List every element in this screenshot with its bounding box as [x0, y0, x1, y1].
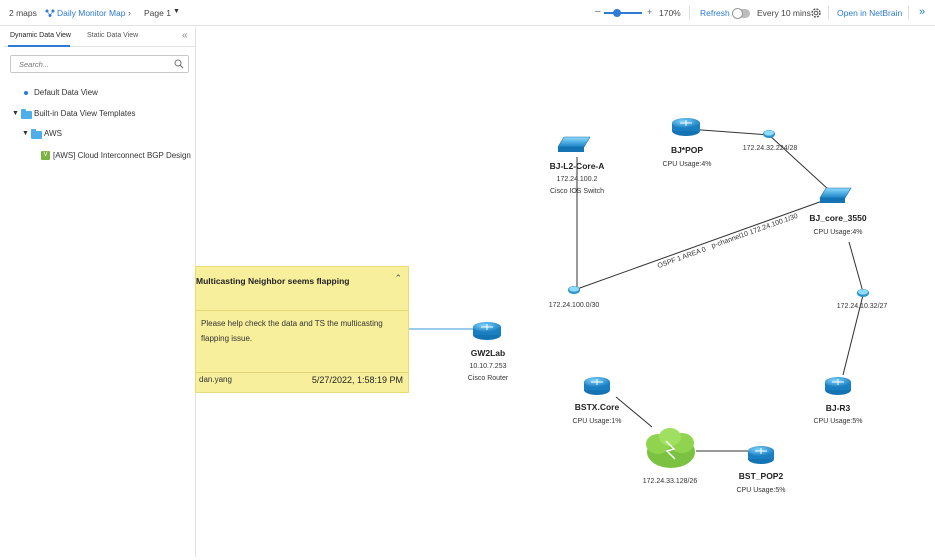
tree-item-builtin-templates[interactable]: Built-in Data View Templates: [34, 109, 136, 118]
note-body: Please help check the data and TS the mu…: [201, 319, 383, 343]
search-icon[interactable]: [174, 59, 184, 69]
node-label-bj-l2[interactable]: BJ-L2-Core-A: [549, 161, 605, 171]
note-card[interactable]: Multicasting Neighbor seems flapping ⌃ P…: [195, 266, 409, 393]
tree-item-aws-bgp-design[interactable]: [AWS] Cloud Interconnect BGP Design: [53, 151, 191, 160]
node-label-bj-r3[interactable]: BJ-R3: [825, 403, 851, 413]
node-label-gw2lab[interactable]: GW2Lab: [470, 348, 506, 358]
data-view-tabs: Dynamic Data View Static Data View «: [4, 27, 196, 47]
refresh-button[interactable]: Refresh: [700, 8, 730, 18]
note-divider: [196, 372, 408, 373]
router-icon-bst-pop2[interactable]: [748, 446, 774, 464]
zoom-slider-track[interactable]: [604, 12, 642, 14]
data-view-icon: V: [41, 151, 50, 160]
folder-icon: [21, 109, 32, 119]
chevron-right-icon: ›: [128, 8, 131, 18]
map-name-link[interactable]: Daily Monitor Map: [57, 8, 126, 18]
link-ospf-pchannel[interactable]: [576, 198, 829, 290]
expand-arrow-icon[interactable]: ▼: [12, 110, 19, 117]
page-selector[interactable]: Page 1: [144, 8, 171, 18]
maps-count[interactable]: 2 maps: [9, 8, 37, 18]
map-icon: [45, 9, 55, 17]
router-icon-gw2lab[interactable]: [473, 322, 501, 340]
link-bstx-cloud[interactable]: [615, 396, 653, 428]
link-bjpop-subnet[interactable]: [687, 128, 770, 136]
toolbar-divider: [828, 6, 829, 20]
node-label-bj-pop[interactable]: BJ*POP: [670, 145, 704, 155]
zoom-level: 170%: [659, 8, 681, 18]
bullet-icon: [24, 91, 28, 95]
cloud-icon[interactable]: [646, 428, 695, 468]
switch-icon-bj-core[interactable]: [819, 187, 852, 203]
search-box[interactable]: [10, 55, 189, 73]
subnet-label: 172.24.100.0/30: [548, 302, 600, 309]
search-input[interactable]: [11, 56, 161, 72]
chevron-up-icon[interactable]: ⌃: [394, 273, 402, 283]
toolbar-divider: [908, 6, 909, 20]
node-cpu-bj-r3: CPU Usage:5%: [813, 418, 863, 425]
tree-item-default-data-view[interactable]: Default Data View: [34, 88, 98, 97]
router-icon-bj-pop[interactable]: [672, 118, 700, 136]
folder-icon: [31, 129, 42, 139]
subnet-label: 172.24.33.128/26: [642, 478, 698, 485]
subnet-label: 172.24.10.32/27: [836, 303, 888, 310]
tab-dynamic-data-view[interactable]: Dynamic Data View: [10, 32, 71, 39]
node-type-bj-l2: Cisco IOS Switch: [549, 188, 605, 195]
active-tab-indicator: [8, 45, 70, 47]
link-subnet-bjr3[interactable]: [842, 294, 864, 376]
tab-static-data-view[interactable]: Static Data View: [87, 32, 139, 39]
link-subnet-bjcore[interactable]: [768, 134, 830, 191]
link-bjcore-subnet[interactable]: [848, 241, 864, 293]
gear-icon[interactable]: [810, 7, 822, 19]
router-icon-bj-r3[interactable]: [825, 377, 851, 395]
note-divider: [196, 310, 408, 311]
node-cpu-bj-core: CPU Usage:4%: [813, 229, 863, 236]
note-title: Multicasting Neighbor seems flapping: [196, 276, 350, 286]
note-author: dan.yang: [199, 375, 232, 384]
auto-refresh-toggle[interactable]: [732, 8, 750, 19]
refresh-interval[interactable]: Every 10 mins: [757, 8, 811, 18]
toggle-knob: [732, 8, 743, 19]
topology-graph: [409, 118, 869, 468]
node-cpu-bst-pop2: CPU Usage:5%: [736, 487, 786, 494]
toolbar-divider: [689, 6, 690, 20]
expand-arrow-icon[interactable]: ▼: [22, 130, 29, 137]
zoom-out-button[interactable]: –: [595, 6, 601, 17]
tree-item-aws[interactable]: AWS: [44, 129, 62, 138]
zoom-slider-handle[interactable]: [613, 9, 621, 17]
node-label-bst-pop2[interactable]: BST_POP2: [738, 471, 784, 481]
subnet-icon[interactable]: [568, 286, 580, 294]
expand-panel-button[interactable]: »: [919, 6, 926, 18]
node-cpu-bstx: CPU Usage:1%: [572, 418, 622, 425]
open-in-netbrain-link[interactable]: Open in NetBrain: [837, 8, 903, 18]
node-ip-bj-l2: 172.24.100.2: [556, 176, 598, 183]
router-icon-bstx[interactable]: [584, 377, 610, 395]
note-timestamp: 5/27/2022, 1:58:19 PM: [311, 375, 403, 385]
top-toolbar: 2 maps Daily Monitor Map › Page 1 ▼ – + …: [0, 0, 935, 26]
node-label-bstx[interactable]: BSTX.Core: [574, 402, 620, 412]
node-type-gw2lab: Cisco Router: [467, 375, 509, 382]
subnet-label: 172.24.32.224/28: [742, 145, 798, 152]
data-view-panel: Dynamic Data View Static Data View « Def…: [4, 27, 196, 557]
collapse-panel-button[interactable]: «: [182, 30, 188, 41]
node-ip-gw2lab: 10.10.7.253: [469, 363, 507, 370]
node-label-bj-core[interactable]: BJ_core_3550: [809, 213, 867, 223]
switch-icon-bj-l2[interactable]: [557, 136, 591, 152]
node-cpu-bj-pop: CPU Usage:4%: [662, 161, 712, 168]
subnet-icon[interactable]: [763, 130, 775, 138]
subnet-icon[interactable]: [857, 289, 869, 297]
zoom-in-button[interactable]: +: [647, 7, 653, 17]
caret-down-icon[interactable]: ▼: [173, 8, 180, 15]
